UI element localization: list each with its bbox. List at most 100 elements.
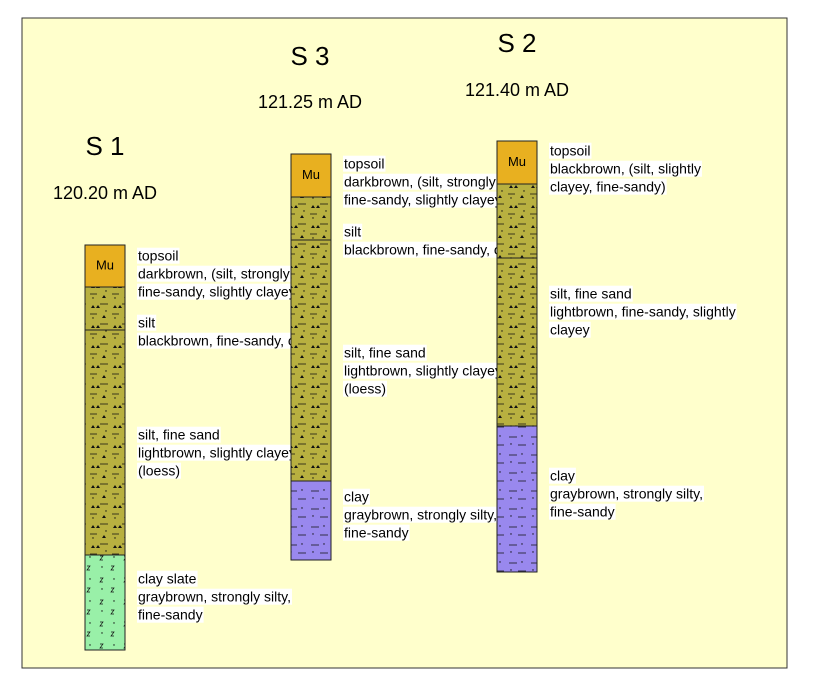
label-background: [137, 265, 291, 282]
layer: [84, 286, 126, 331]
layer: [290, 153, 332, 198]
layer: [290, 196, 332, 241]
description-line: topsoil: [343, 155, 386, 172]
description-line: fine-sandy, slightly clayey): [137, 283, 302, 300]
label-background: [137, 426, 221, 443]
description-text: silt, fine sand: [344, 345, 426, 361]
label-background: [137, 606, 204, 623]
description-line: lightbrown, slightly clayey,: [137, 444, 300, 461]
description-text: darkbrown, (silt, strongly: [344, 174, 496, 190]
label-background: [549, 285, 633, 302]
description-text: clay slate: [138, 571, 197, 587]
description-text: topsoil: [138, 248, 178, 264]
label-background: [137, 444, 300, 461]
label-background: [549, 485, 705, 502]
label-background: [137, 570, 198, 587]
label-background: [549, 321, 591, 338]
description-text: silt, fine sand: [138, 427, 220, 443]
description-line: silt, fine sand: [137, 426, 221, 443]
description-line: clayey, fine-sandy): [549, 178, 667, 195]
layer: [496, 425, 538, 573]
description-text: clayey: [550, 322, 590, 338]
description-line: fine-sandy: [549, 503, 616, 520]
label-background: [343, 155, 386, 172]
label-background: [549, 160, 702, 177]
description-line: (loess): [137, 462, 182, 479]
label-background: [343, 223, 363, 240]
description-text: topsoil: [550, 143, 590, 159]
description-line: darkbrown, (silt, strongly: [137, 265, 291, 282]
frame: [21, 17, 788, 669]
description-text: fine-sandy: [550, 504, 615, 520]
description-text: (loess): [138, 463, 180, 479]
description-line: graybrown, strongly silty,: [343, 506, 499, 523]
layer: [496, 183, 538, 259]
label-background: [137, 283, 302, 300]
layer-code: Mu: [302, 167, 320, 182]
description-line: clayey: [549, 321, 591, 338]
layer: [496, 140, 538, 185]
label-background: [137, 247, 180, 264]
label-background: [137, 314, 157, 331]
label-background: [137, 462, 182, 479]
label-background: [343, 524, 410, 541]
description-text: lightbrown, fine-sandy, slightly: [550, 304, 736, 320]
description-line: graybrown, strongly silty,: [137, 588, 293, 605]
description-line: silt: [137, 314, 157, 331]
label-background: [343, 488, 370, 505]
borehole-name: S 2: [497, 28, 536, 58]
description-text: graybrown, strongly silty,: [550, 486, 703, 502]
description-line: (loess): [343, 380, 388, 397]
description-line: blackbrown, (silt, slightly: [549, 160, 702, 177]
description-text: fine-sandy: [344, 525, 409, 541]
label-background: [343, 344, 427, 361]
borehole-name: S 1: [85, 131, 124, 161]
description-text: clayey, fine-sandy): [550, 179, 666, 195]
description-text: fine-sandy, slightly clayey): [138, 284, 300, 300]
description-text: fine-sandy: [138, 607, 203, 623]
description-line: fine-sandy: [137, 606, 204, 623]
borehole-name: S 3: [290, 41, 329, 71]
description-text: topsoil: [344, 156, 384, 172]
description-text: clay: [550, 468, 575, 484]
description-text: graybrown, strongly silty,: [344, 507, 497, 523]
description-text: graybrown, strongly silty,: [138, 589, 291, 605]
description-text: blackbrown, fine-sandy, clayey: [138, 333, 328, 349]
label-background: [549, 142, 592, 159]
label-background: [343, 173, 497, 190]
description-text: fine-sandy, slightly clayey): [344, 192, 506, 208]
description-line: graybrown, strongly silty,: [549, 485, 705, 502]
label-background: [549, 178, 667, 195]
description-line: topsoil: [137, 247, 180, 264]
layer-code: Mu: [96, 257, 114, 272]
label-background: [549, 503, 616, 520]
description-line: fine-sandy, slightly clayey): [343, 191, 508, 208]
description-line: silt, fine sand: [549, 285, 633, 302]
layer-code: Mu: [508, 154, 526, 169]
description-text: silt: [344, 224, 361, 240]
description-line: clay: [549, 467, 576, 484]
layer: [84, 244, 126, 288]
layer: [290, 239, 332, 482]
elevation: 121.25 m AD: [258, 92, 362, 112]
description-line: lightbrown, fine-sandy, slightly: [549, 303, 737, 320]
description-line: lightbrown, slightly clayey,: [343, 362, 506, 379]
description-line: blackbrown, fine-sandy, clayey: [137, 332, 329, 349]
description-text: (loess): [344, 381, 386, 397]
description-text: lightbrown, slightly clayey,: [344, 363, 505, 379]
elevation: 121.40 m AD: [465, 80, 569, 100]
label-background: [343, 241, 535, 258]
description-text: silt, fine sand: [550, 286, 632, 302]
description-line: blackbrown, fine-sandy, clayey: [343, 241, 535, 258]
label-background: [549, 303, 737, 320]
label-background: [343, 506, 499, 523]
description-text: clay: [344, 489, 369, 505]
label-background: [137, 332, 329, 349]
description-line: silt: [343, 223, 363, 240]
description-line: silt, fine sand: [343, 344, 427, 361]
layer: [290, 480, 332, 561]
description-text: blackbrown, fine-sandy, clayey: [344, 242, 534, 258]
description-text: lightbrown, slightly clayey,: [138, 445, 299, 461]
description-line: clay slate: [137, 570, 198, 587]
label-background: [343, 191, 508, 208]
